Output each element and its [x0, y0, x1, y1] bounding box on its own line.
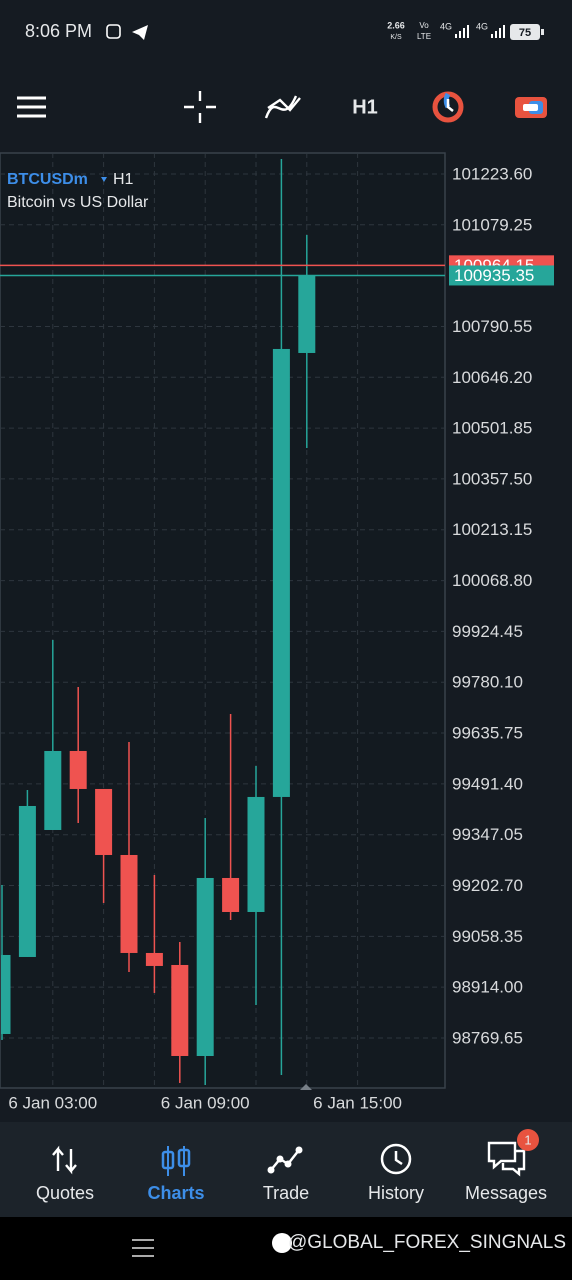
candle-body — [171, 964, 189, 1056]
icon-dropdown — [101, 177, 107, 182]
watermark: @GLOBAL_FOREX_SINGNALS — [288, 1232, 566, 1253]
y-tick-label: 101079.25 — [452, 215, 532, 234]
nav-label[interactable]: History — [368, 1183, 424, 1203]
x-tick-label: 6 Jan 09:00 — [161, 1093, 250, 1112]
candle-body — [1, 954, 11, 1034]
status-time: 8:06 PM — [25, 21, 92, 41]
candle-body — [196, 877, 214, 1056]
candle-body — [145, 952, 163, 966]
y-tick-label: 99347.05 — [452, 825, 523, 844]
status-battery: 75 — [519, 27, 531, 39]
y-tick-label: 100357.50 — [452, 469, 532, 488]
icon-quotes — [52, 1145, 77, 1175]
badge-count: 1 — [524, 1132, 531, 1147]
y-tick-label: 98769.65 — [452, 1028, 523, 1047]
icon-trade-toggle — [523, 104, 538, 111]
icon-trade — [270, 1149, 300, 1171]
icon-telegram — [132, 25, 148, 40]
chart-area — [0, 152, 446, 1089]
icon-signal — [455, 25, 469, 38]
status-volte: Vo — [419, 21, 429, 30]
bottom-nav — [0, 1122, 572, 1217]
candle-body — [95, 788, 113, 855]
icon-history — [380, 1143, 412, 1175]
icon-crosshair[interactable] — [184, 91, 216, 123]
badge — [517, 1129, 539, 1151]
candle-body — [298, 275, 316, 353]
y-tick-label: 99058.35 — [452, 927, 523, 946]
candle-body — [120, 854, 138, 953]
icon-battery — [510, 24, 540, 40]
status-network: 4G — [476, 21, 488, 31]
x-tick-label: 6 Jan 15:00 — [313, 1093, 402, 1112]
status-speed: 2.66 — [387, 20, 405, 30]
y-tick-label: 101223.60 — [452, 164, 532, 183]
icon-signal — [491, 25, 505, 38]
chart-timeframe: H1 — [113, 171, 134, 188]
icon-charts — [177, 1148, 191, 1168]
icon-battery-tip — [541, 29, 544, 35]
status-network: 4G — [440, 21, 452, 31]
status-volte: LTE — [417, 32, 431, 41]
timeframe-button[interactable]: H1 — [352, 96, 378, 118]
y-tick-label: 99924.45 — [452, 622, 523, 641]
nav-label[interactable]: Quotes — [36, 1183, 94, 1203]
nav-label[interactable]: Trade — [263, 1183, 309, 1203]
chart-symbol[interactable]: BTCUSDm — [7, 171, 88, 188]
candle-body — [69, 750, 87, 789]
candle-body — [18, 805, 36, 957]
scroll-marker — [300, 1084, 312, 1090]
y-tick-label: 99491.40 — [452, 774, 523, 793]
icon-one-click — [446, 99, 454, 112]
nav-label[interactable]: Messages — [465, 1183, 547, 1203]
candle-body — [222, 877, 240, 912]
x-tick-label: 6 Jan 03:00 — [8, 1093, 97, 1112]
y-tick-label: 100646.20 — [452, 368, 532, 387]
y-tick-label: 100501.85 — [452, 419, 532, 438]
chart: 101223.60 101079.25 100790.55 100646.20 1005… — [0, 154, 554, 1112]
icon-indicators[interactable] — [264, 95, 301, 119]
y-tick-label: 98914.00 — [452, 978, 523, 997]
y-tick-label: 100068.80 — [452, 571, 532, 590]
icon-recent-apps[interactable] — [132, 1239, 154, 1257]
nav-label[interactable]: Charts — [147, 1183, 204, 1203]
candle-body — [44, 750, 62, 830]
icon-menu[interactable] — [17, 96, 46, 118]
y-tick-label: 100790.55 — [452, 317, 532, 336]
icon-charts — [161, 1150, 175, 1170]
y-tick-label: 99202.70 — [452, 876, 523, 895]
status-speed-unit: K/S — [390, 34, 402, 41]
candle-body — [247, 796, 265, 912]
icon-facebook — [272, 1233, 292, 1253]
chart-subtitle: Bitcoin vs US Dollar — [7, 194, 149, 211]
plot — [1, 154, 444, 1087]
price-tag-label: 100935.35 — [454, 266, 534, 285]
y-tick-label: 100213.15 — [452, 520, 532, 539]
icon-messages — [487, 1141, 517, 1170]
y-tick-label: 99635.75 — [452, 724, 523, 743]
candle-body — [272, 348, 290, 797]
icon-instagram — [106, 24, 121, 39]
price-tag — [449, 265, 554, 286]
y-tick-label: 99780.10 — [452, 673, 523, 692]
